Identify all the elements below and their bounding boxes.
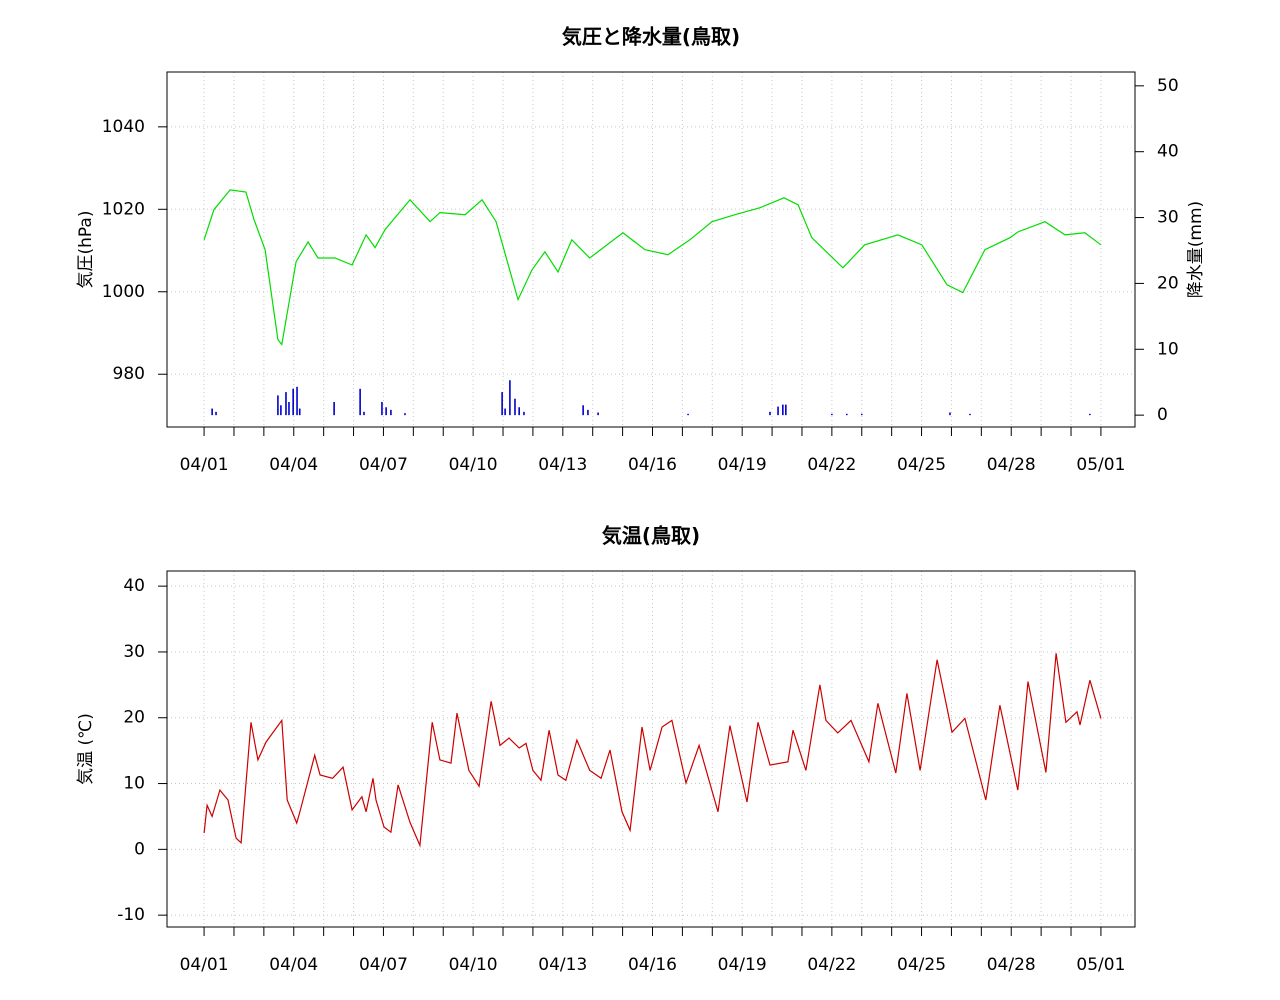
x-tick-label: 04/13 bbox=[538, 955, 587, 975]
y2-axis-label: 降水量(mm) bbox=[1186, 201, 1206, 298]
bar bbox=[523, 411, 525, 416]
x-tick-label: 04/16 bbox=[628, 955, 677, 975]
plot-frame bbox=[166, 71, 1136, 428]
x-tick-label: 04/01 bbox=[180, 955, 229, 975]
y-axis-label: 気圧(hPa) bbox=[76, 211, 96, 289]
bar bbox=[518, 407, 520, 416]
bar bbox=[390, 409, 392, 416]
bar bbox=[504, 408, 506, 416]
line bbox=[203, 653, 1102, 848]
x-tick-label: 04/07 bbox=[359, 455, 408, 475]
bar bbox=[785, 404, 787, 416]
x-tick-label: 04/25 bbox=[897, 955, 946, 975]
x-tick-label: 04/10 bbox=[449, 955, 498, 975]
bar bbox=[385, 407, 387, 416]
bar bbox=[298, 408, 301, 416]
bar bbox=[363, 411, 365, 416]
y-tick-label: 1020 bbox=[102, 199, 145, 219]
bar bbox=[587, 409, 589, 416]
x-tick-label: 04/13 bbox=[538, 455, 587, 475]
bar bbox=[597, 412, 599, 416]
x-tick-label: 04/19 bbox=[718, 955, 767, 975]
bar bbox=[782, 404, 784, 416]
x-tick-label: 04/07 bbox=[359, 955, 408, 975]
y-tick-label: 1040 bbox=[102, 117, 145, 137]
bar bbox=[215, 411, 217, 416]
bar bbox=[404, 413, 406, 416]
y-tick-label: -10 bbox=[117, 905, 145, 925]
y-tick-label: 1000 bbox=[102, 282, 145, 302]
y-tick-label: 0 bbox=[134, 839, 145, 859]
bar bbox=[582, 405, 584, 416]
bar bbox=[333, 401, 335, 416]
x-tick-label: 04/01 bbox=[180, 455, 229, 475]
y-tick-label: 40 bbox=[123, 576, 145, 596]
bar bbox=[831, 413, 833, 416]
x-tick-label: 04/28 bbox=[987, 455, 1036, 475]
y2-tick-label: 30 bbox=[1157, 208, 1179, 228]
y-axis-label: 気温 (℃) bbox=[76, 713, 96, 785]
bar bbox=[381, 401, 383, 416]
bar bbox=[285, 392, 287, 416]
y-tick-label: 10 bbox=[123, 774, 145, 794]
bar bbox=[277, 395, 279, 416]
bar bbox=[777, 406, 779, 416]
bar bbox=[359, 388, 361, 416]
x-tick-label: 04/22 bbox=[807, 955, 856, 975]
bar bbox=[949, 412, 951, 416]
bar bbox=[687, 413, 689, 416]
bar bbox=[860, 413, 863, 416]
x-tick-label: 04/22 bbox=[807, 455, 856, 475]
x-tick-label: 04/25 bbox=[897, 455, 946, 475]
bar bbox=[211, 408, 213, 416]
y2-tick-label: 0 bbox=[1157, 405, 1168, 425]
plot-frame bbox=[166, 570, 1136, 928]
x-tick-label: 04/04 bbox=[269, 455, 318, 475]
bar bbox=[1089, 413, 1091, 416]
bar bbox=[501, 392, 503, 416]
x-tick-label: 04/04 bbox=[269, 955, 318, 975]
bar bbox=[288, 401, 290, 416]
y-tick-label: 980 bbox=[113, 364, 145, 384]
y2-tick-label: 40 bbox=[1157, 142, 1179, 162]
y2-tick-label: 10 bbox=[1157, 339, 1179, 359]
x-tick-label: 05/01 bbox=[1076, 955, 1125, 975]
y2-tick-label: 50 bbox=[1157, 76, 1179, 96]
x-tick-label: 04/10 bbox=[449, 455, 498, 475]
bar bbox=[846, 413, 848, 416]
bar bbox=[969, 413, 971, 416]
x-tick-label: 04/19 bbox=[718, 455, 767, 475]
x-tick-label: 04/16 bbox=[628, 455, 677, 475]
chart-title: 気圧と降水量(鳥取) bbox=[562, 25, 740, 49]
y-tick-label: 20 bbox=[123, 708, 145, 728]
bar bbox=[514, 398, 516, 416]
y-tick-label: 30 bbox=[123, 642, 145, 662]
chart-title: 気温(鳥取) bbox=[602, 524, 700, 548]
x-tick-label: 05/01 bbox=[1076, 455, 1125, 475]
bar bbox=[769, 411, 771, 416]
x-tick-label: 04/28 bbox=[987, 955, 1036, 975]
bar bbox=[280, 405, 282, 416]
bar bbox=[292, 388, 294, 416]
line bbox=[203, 189, 1102, 346]
y2-tick-label: 20 bbox=[1157, 273, 1179, 293]
bar bbox=[509, 380, 511, 416]
bar bbox=[296, 386, 298, 416]
